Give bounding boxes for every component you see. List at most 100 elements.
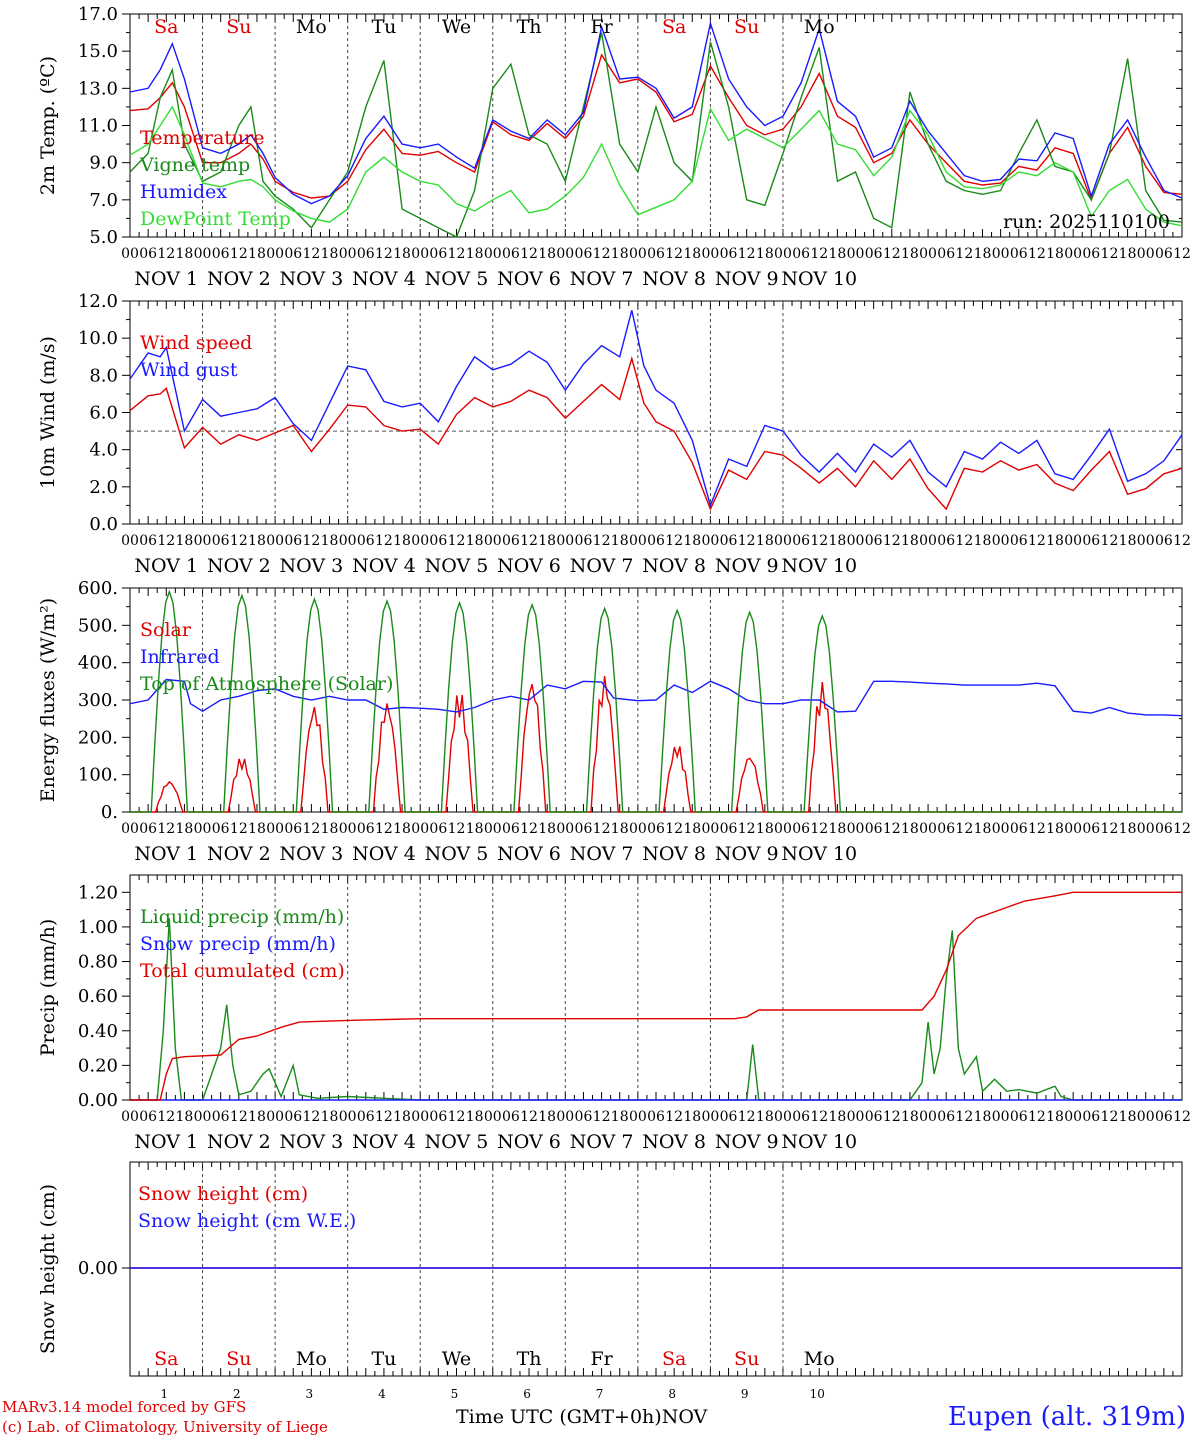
x-tick-label: 00 [411,533,429,549]
x-tick-label: 18 [1119,821,1137,837]
legend-entry: Solar [140,619,192,641]
y-tick-label: 4.0 [89,440,118,461]
x-tick-label: 12 [230,246,248,262]
day-label: NOV 3 [280,1131,344,1153]
y-tick-label: 0.80 [78,952,118,973]
x-tick-label: 18 [974,821,992,837]
x-tick-label: 06 [357,533,375,549]
x-tick-label: 12 [520,246,538,262]
x-tick-label: 06 [575,821,593,837]
x-tick-label: 12 [375,821,393,837]
x-tick-label: 18 [756,246,774,262]
x-tick-label: 06 [1155,246,1173,262]
day-number: 5 [451,1387,459,1401]
legend-entry: Total cumulated (cm) [140,960,345,982]
day-label: NOV 1 [134,268,198,290]
y-tick-label: 11.0 [78,116,118,137]
x-tick-label: 18 [974,1109,992,1125]
x-tick-label: 06 [865,821,883,837]
x-tick-label: 06 [865,533,883,549]
x-tick-label: 18 [683,821,701,837]
x-tick-label: 12 [883,246,901,262]
y-tick-label: 10.0 [78,328,118,349]
y-tick-label: 5.0 [89,227,118,248]
day-label: NOV 5 [425,1131,489,1153]
x-tick-label: 06 [139,1109,157,1125]
x-tick-label: 00 [847,821,865,837]
x-tick-label: 00 [266,533,284,549]
weekday-label: We [442,1348,471,1370]
x-tick-label: 12 [375,246,393,262]
weekday-label: Th [517,1348,542,1370]
x-tick-label: 12 [375,533,393,549]
x-tick-label: 00 [556,821,574,837]
panel-frame [129,300,1183,525]
series-line-solar [130,676,1182,813]
series-line-infrared [129,678,1183,717]
x-tick-label: 12 [1173,1109,1191,1125]
x-tick-label: 18 [321,821,339,837]
day-number: 10 [810,1387,825,1401]
x-tick-label: 12 [230,821,248,837]
x-tick-label: 12 [1028,821,1046,837]
weekday-label: Tu [371,16,396,38]
x-tick-label: 12 [1101,1109,1119,1125]
x-tick-label: 18 [538,246,556,262]
x-tick-label: 12 [157,821,175,837]
x-tick-label: 18 [248,821,266,837]
run-label: run: 2025110100 [1003,211,1170,233]
x-tick-label: 06 [792,821,810,837]
x-tick-label: 00 [847,246,865,262]
x-tick-label: 06 [212,821,230,837]
x-tick-label: 18 [466,533,484,549]
x-tick-label: 00 [484,246,502,262]
y-tick-label: 8.0 [89,365,118,386]
y-tick-label: 15.0 [78,41,118,62]
x-tick-label: 18 [683,1109,701,1125]
x-tick-label: 12 [375,1109,393,1125]
x-tick-label: 00 [411,821,429,837]
x-tick-label: 12 [520,821,538,837]
x-tick-label: 12 [157,1109,175,1125]
x-tick-label: 00 [339,533,357,549]
x-tick-label: 00 [556,533,574,549]
y-tick-label: 0.0 [89,514,118,535]
x-tick-label: 06 [1155,821,1173,837]
x-tick-label: 18 [756,533,774,549]
x-tick-label: 06 [647,533,665,549]
y-tick-label: 2.0 [89,477,118,498]
x-tick-label: 00 [701,533,719,549]
x-tick-label: 18 [538,821,556,837]
x-tick-label: 12 [302,533,320,549]
day-label: NOV 9 [715,1131,779,1153]
y-tick-label: 17.0 [78,4,118,25]
panel-3 [122,587,1183,813]
x-tick-label: 00 [1137,246,1155,262]
x-tick-label: 00 [266,1109,284,1125]
legend-entry: Top of Atmosphere (Solar) [140,673,393,695]
x-tick-label: 18 [175,533,193,549]
x-tick-label: 18 [683,246,701,262]
x-tick-label: 06 [357,821,375,837]
x-tick-label: 18 [466,1109,484,1125]
x-tick-label: 00 [629,821,647,837]
day-label: NOV 8 [642,268,706,290]
x-tick-label: 12 [955,246,973,262]
x-tick-label: 12 [955,533,973,549]
x-tick-label: 00 [847,533,865,549]
x-tick-label: 06 [1082,246,1100,262]
x-tick-label: 06 [792,1109,810,1125]
x-tick-label: 06 [284,246,302,262]
x-tick-label: 18 [828,1109,846,1125]
x-tick-label: 12 [1101,821,1119,837]
y-tick-label: 0.60 [78,986,118,1007]
x-tick-label: 12 [1173,246,1191,262]
x-tick-label: 12 [810,246,828,262]
weekday-label: Mo [804,16,835,38]
series-line-total-cumulated-cm- [130,891,1182,1101]
x-tick-label: 00 [1137,533,1155,549]
x-tick-label: 00 [339,246,357,262]
x-tick-label: 12 [520,1109,538,1125]
x-tick-label: 00 [556,1109,574,1125]
day-label: NOV 4 [352,1131,416,1153]
